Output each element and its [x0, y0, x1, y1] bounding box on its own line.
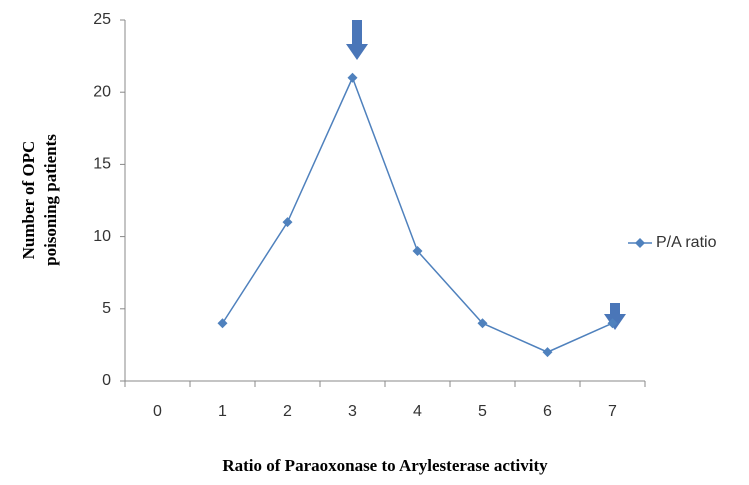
x-tick-label: 2 — [283, 403, 292, 420]
arrow — [604, 303, 626, 330]
x-tick-label: 4 — [413, 403, 422, 420]
arrow — [346, 20, 368, 60]
marker — [477, 318, 488, 329]
marker — [607, 318, 618, 329]
marker — [217, 318, 228, 329]
marker — [282, 217, 293, 228]
y-tick-label: 20 — [93, 83, 111, 100]
y-tick-label: 0 — [102, 372, 111, 389]
y-tick-label: 25 — [93, 11, 111, 28]
y-axis-label: poisoning patients — [41, 134, 60, 266]
legend-label: P/A ratio — [656, 234, 717, 251]
marker — [412, 246, 423, 257]
legend-marker — [635, 238, 645, 248]
x-axis-label: Ratio of Paraoxonase to Arylesterase act… — [222, 456, 548, 475]
marker — [542, 347, 553, 358]
x-tick-label: 3 — [348, 403, 357, 420]
y-tick-label: 10 — [93, 228, 111, 245]
y-tick-label: 15 — [93, 156, 111, 173]
y-axis-label: Number of OPC — [19, 141, 38, 260]
x-tick-label: 1 — [218, 403, 227, 420]
arrows — [346, 20, 626, 330]
x-tick-label: 6 — [543, 403, 552, 420]
line — [221, 75, 613, 353]
x-tick-label: 7 — [608, 403, 617, 420]
y-tick-label: 5 — [102, 300, 111, 317]
marker — [347, 72, 358, 83]
x-tick-label: 5 — [478, 403, 487, 420]
x-tick-label: 0 — [153, 403, 162, 420]
